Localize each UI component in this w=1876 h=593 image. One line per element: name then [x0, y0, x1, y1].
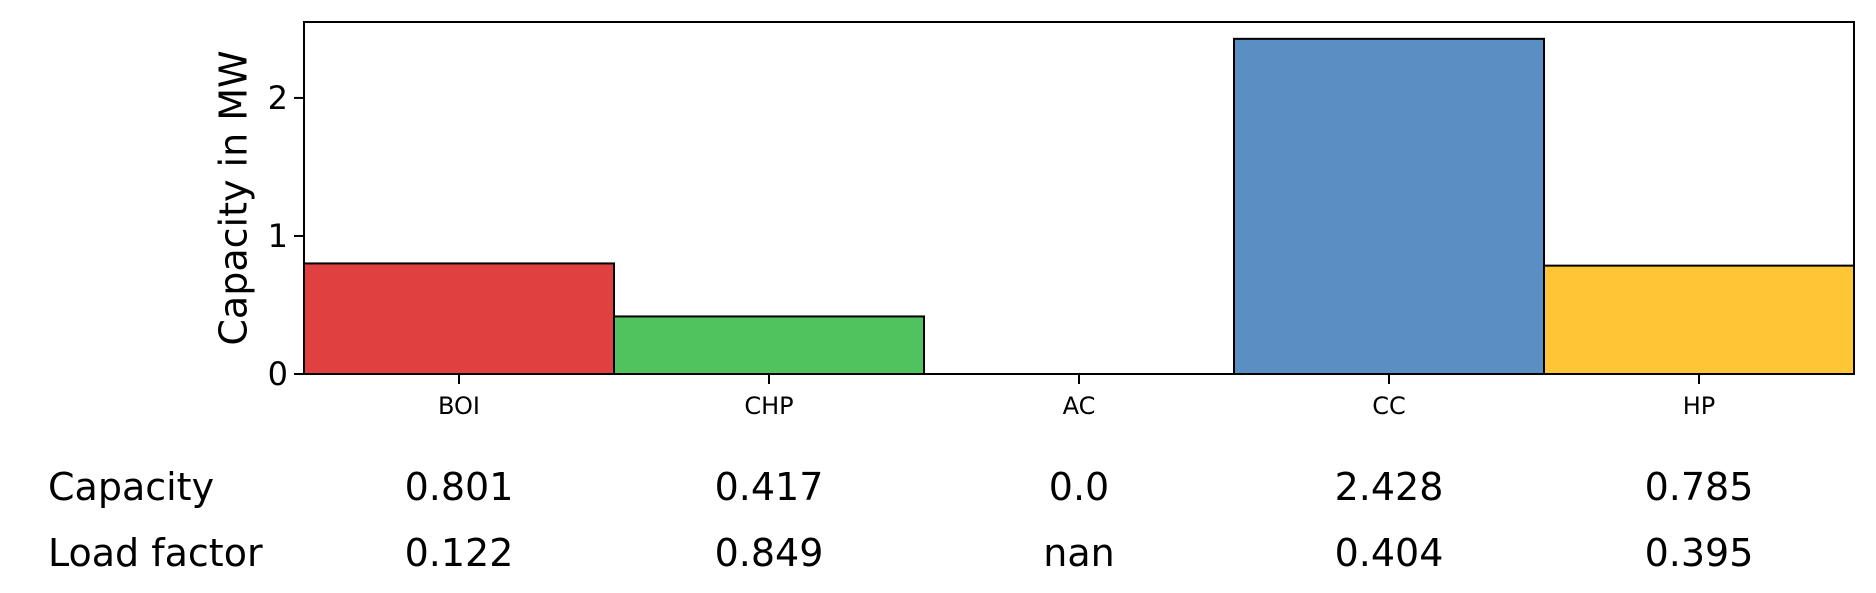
table-cell: 0.849	[715, 531, 824, 575]
bar-cc	[1233, 37, 1545, 375]
bars-layer	[303, 37, 1855, 376]
x-axis: BOI CHP AC CC HP	[438, 374, 1715, 420]
table-cell: 0.122	[405, 531, 514, 575]
bar-boi	[303, 262, 615, 376]
data-table: Capacity 0.801 0.417 0.0 2.428 0.785 Load fact…	[48, 465, 1753, 575]
table-row-label: Load factor	[48, 531, 263, 575]
table-cell: 0.417	[715, 465, 824, 509]
x-tick-label-chp: CHP	[744, 392, 793, 420]
y-axis-label: Capacity in MW	[212, 50, 256, 345]
table-cell: 2.428	[1335, 465, 1444, 509]
x-tick-label-ac: AC	[1063, 392, 1096, 420]
table-cell: 0.0	[1049, 465, 1109, 509]
table-cell: 0.404	[1335, 531, 1444, 575]
table-row-label: Capacity	[48, 465, 214, 509]
bar-chp	[613, 315, 925, 376]
x-tick-label-boi: BOI	[438, 392, 480, 420]
table-cell: 0.785	[1645, 465, 1754, 509]
table-cell: 0.801	[405, 465, 514, 509]
y-axis: 0 1 2	[268, 79, 304, 393]
table-cell: nan	[1043, 531, 1114, 575]
y-tick-label: 1	[268, 217, 288, 255]
x-tick-label-cc: CC	[1372, 392, 1406, 420]
y-tick-label: 0	[268, 355, 288, 393]
bar-hp	[1543, 264, 1855, 376]
y-tick-label: 2	[268, 79, 288, 117]
table-cell: 0.395	[1645, 531, 1754, 575]
x-tick-label-hp: HP	[1683, 392, 1716, 420]
